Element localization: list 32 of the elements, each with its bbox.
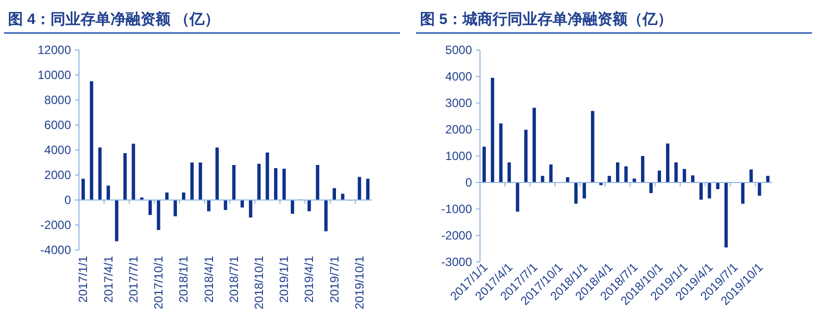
x-tick-label: 2017/4/1 bbox=[101, 256, 116, 303]
y-tick-label: 4000 bbox=[44, 143, 72, 157]
y-tick-label: -2000 bbox=[441, 228, 472, 242]
y-tick-label: -3000 bbox=[441, 255, 472, 269]
x-tick-label: 2019/10/1 bbox=[352, 256, 366, 310]
x-tick-label: 2018/4/1 bbox=[202, 256, 216, 303]
x-tick-label: 2019/4/1 bbox=[302, 256, 316, 303]
x-tick-label: 2018/1/1 bbox=[176, 256, 191, 303]
y-tick-label: -4000 bbox=[40, 243, 72, 257]
y-tick-label: 1000 bbox=[445, 149, 472, 163]
x-tick-label: 2017/10/1 bbox=[152, 256, 166, 310]
y-tick-label: 10000 bbox=[38, 68, 72, 82]
x-tick-label: 2018/10/1 bbox=[252, 256, 266, 310]
y-tick-label: 2000 bbox=[44, 168, 72, 182]
y-tick-label: 0 bbox=[465, 176, 472, 190]
chart-title: 图 5：城商行同业存单净融资额（亿） bbox=[420, 10, 673, 28]
chart-title: 图 4：同业存单净融资额 （亿） bbox=[8, 10, 220, 28]
y-tick-label: 2000 bbox=[445, 122, 472, 136]
y-tick-label: 6000 bbox=[44, 118, 72, 132]
y-tick-label: 8000 bbox=[44, 93, 72, 107]
y-tick-label: 5000 bbox=[445, 43, 472, 57]
x-tick-label: 2019/1/1 bbox=[277, 256, 292, 303]
y-tick-label: -1000 bbox=[441, 202, 472, 216]
x-tick-label: 2018/7/1 bbox=[226, 256, 241, 303]
y-tick-label: 0 bbox=[64, 193, 72, 207]
y-tick-label: 3000 bbox=[445, 96, 472, 110]
y-tick-label: 4000 bbox=[445, 70, 472, 84]
y-tick-label: -2000 bbox=[40, 218, 72, 232]
x-tick-label: 2019/7/1 bbox=[327, 256, 342, 303]
x-tick-label: 2017/1/1 bbox=[76, 256, 90, 303]
x-tick-label: 2017/7/1 bbox=[126, 256, 140, 303]
y-tick-label: 12000 bbox=[38, 43, 72, 57]
